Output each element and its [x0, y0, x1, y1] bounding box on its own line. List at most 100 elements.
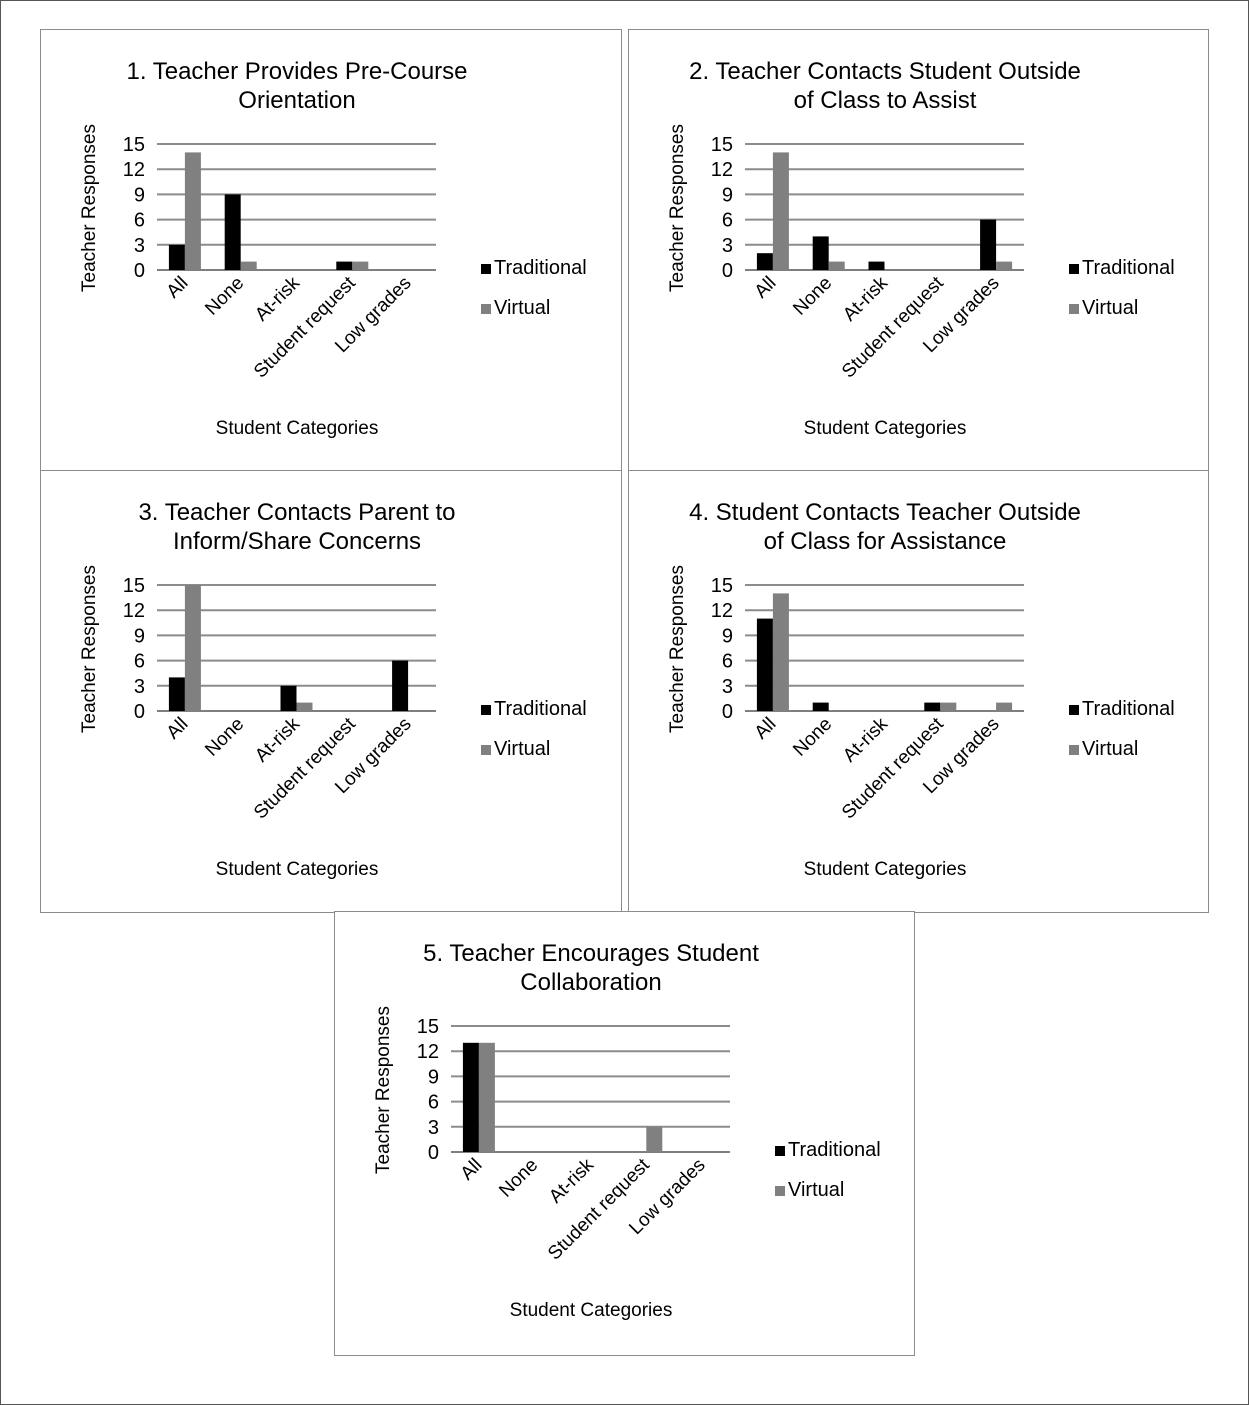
bar-traditional-at-risk [868, 261, 885, 270]
legend-swatch-traditional [481, 705, 491, 715]
bar-virtual-all [772, 593, 789, 711]
chart-title-line: 1. Teacher Provides Pre-Course [126, 58, 467, 85]
y-tick-label: 6 [428, 1092, 439, 1114]
y-tick-label: 6 [134, 210, 145, 232]
chart-title-line: 3. Teacher Contacts Parent to [138, 499, 455, 526]
bar-traditional-at-risk [280, 685, 297, 711]
legend-label-virtual: Virtual [1082, 738, 1138, 760]
chart-panel-2: 2. Teacher Contacts Student Outside of Cl… [628, 29, 1209, 472]
x-category-label: None [789, 273, 836, 320]
bar-traditional-all [756, 253, 773, 270]
bar-virtual-low-grades [996, 702, 1013, 711]
bar-traditional-all [462, 1042, 479, 1152]
bar-virtual-all [772, 152, 789, 270]
x-category-label: All [457, 1155, 487, 1185]
bar-traditional-none [812, 236, 829, 270]
y-tick-label: 15 [123, 134, 145, 156]
bar-traditional-none [224, 194, 241, 270]
chart-title-line: Orientation [238, 87, 355, 114]
x-category-label: None [201, 714, 248, 761]
legend-label-traditional: Traditional [494, 257, 587, 279]
y-tick-label: 0 [722, 260, 733, 282]
y-axis-title: Teacher Responses [373, 1006, 394, 1174]
chart-title-line: Inform/Share Concerns [173, 528, 421, 555]
legend-swatch-traditional [481, 264, 491, 274]
bar-virtual-all [478, 1042, 495, 1152]
legend-label-traditional: Traditional [1082, 698, 1175, 720]
chart-title-line: of Class for Assistance [764, 528, 1007, 555]
bar-traditional-none [812, 702, 829, 711]
bar-traditional-all [756, 618, 773, 711]
bar-virtual-none [828, 261, 845, 270]
x-axis-title: Student Categories [510, 1300, 673, 1321]
y-tick-label: 0 [722, 701, 733, 723]
chart-panel-4: 4. Student Contacts Teacher Outside of Cl… [628, 470, 1209, 913]
y-tick-label: 12 [123, 600, 145, 622]
x-category-label: All [163, 273, 193, 303]
legend-label-virtual: Virtual [788, 1179, 844, 1201]
y-tick-label: 0 [428, 1142, 439, 1164]
legend-label-virtual: Virtual [1082, 297, 1138, 319]
legend-swatch-virtual [481, 304, 491, 314]
x-category-label: None [495, 1155, 542, 1202]
chart-title-line: of Class to Assist [794, 87, 977, 114]
bar-virtual-student-request [646, 1126, 663, 1152]
chart-title-line: 4. Student Contacts Teacher Outside [689, 499, 1081, 526]
x-axis-title: Student Categories [216, 859, 379, 880]
x-category-label: None [789, 714, 836, 761]
y-tick-label: 0 [134, 260, 145, 282]
y-tick-label: 6 [722, 210, 733, 232]
chart-panel-3: 3. Teacher Contacts Parent to Inform/Shar… [40, 470, 622, 913]
y-axis-title: Teacher Responses [79, 565, 100, 733]
x-category-label: At-risk [251, 272, 304, 325]
legend-label-traditional: Traditional [494, 698, 587, 720]
bar-virtual-student-request [940, 702, 957, 711]
x-category-label: At-risk [545, 1154, 598, 1207]
x-category-label: All [751, 714, 781, 744]
legend-label-traditional: Traditional [788, 1139, 881, 1161]
bar-virtual-none [240, 261, 257, 270]
y-tick-label: 0 [134, 701, 145, 723]
x-category-label: Student request [838, 272, 948, 382]
y-tick-label: 15 [711, 134, 733, 156]
chart-title-line: 5. Teacher Encourages Student [423, 940, 759, 967]
x-category-label: Student request [250, 713, 360, 823]
y-tick-label: 12 [711, 159, 733, 181]
chart-panel-5: 5. Teacher Encourages Student Collaborati… [334, 911, 915, 1356]
x-category-label: Student request [838, 713, 948, 823]
y-tick-label: 3 [722, 676, 733, 698]
chart-panel-1: 1. Teacher Provides Pre-Course Orientatio… [40, 29, 622, 472]
legend-swatch-traditional [1069, 705, 1079, 715]
legend-swatch-virtual [481, 745, 491, 755]
bar-traditional-low-grades [392, 660, 409, 711]
y-tick-label: 12 [711, 600, 733, 622]
bar-virtual-low-grades [996, 261, 1013, 270]
y-tick-label: 15 [123, 575, 145, 597]
bar-traditional-all [168, 244, 185, 270]
y-tick-label: 3 [134, 235, 145, 257]
y-tick-label: 15 [711, 575, 733, 597]
y-tick-label: 9 [428, 1066, 439, 1088]
legend-swatch-virtual [775, 1186, 785, 1196]
bar-virtual-student-request [352, 261, 369, 270]
bar-traditional-student-request [924, 702, 941, 711]
y-tick-label: 9 [722, 184, 733, 206]
bar-traditional-student-request [336, 261, 353, 270]
legend-label-virtual: Virtual [494, 738, 550, 760]
chart-title-line: Collaboration [520, 969, 661, 996]
y-tick-label: 9 [722, 625, 733, 647]
bar-virtual-all [184, 585, 201, 711]
legend-label-traditional: Traditional [1082, 257, 1175, 279]
y-axis-title: Teacher Responses [667, 124, 688, 292]
y-tick-label: 12 [417, 1041, 439, 1063]
x-category-label: At-risk [251, 713, 304, 766]
y-tick-label: 12 [123, 159, 145, 181]
x-category-label: All [163, 714, 193, 744]
x-category-label: At-risk [839, 713, 892, 766]
y-tick-label: 3 [134, 676, 145, 698]
x-category-label: At-risk [839, 272, 892, 325]
y-tick-label: 3 [722, 235, 733, 257]
bar-virtual-all [184, 152, 201, 270]
